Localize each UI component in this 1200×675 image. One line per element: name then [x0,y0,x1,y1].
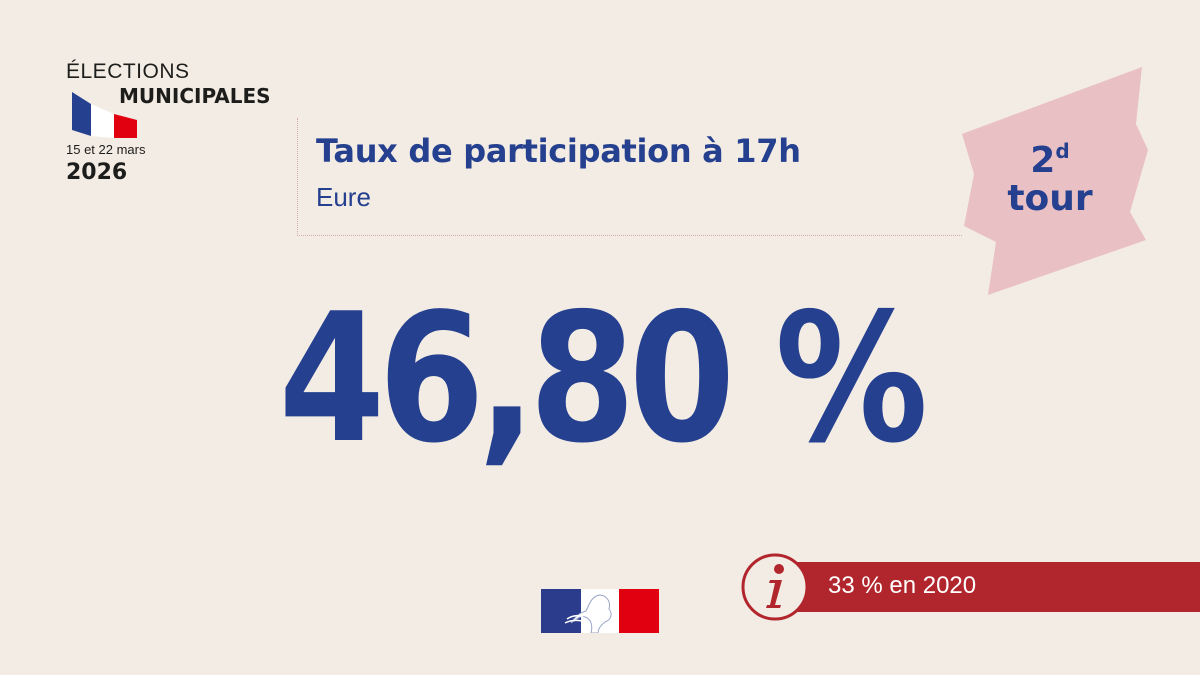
info-banner: 33 % en 2020 [782,562,1200,612]
round-suffix: d [1055,139,1070,164]
round-badge: 2d tour [950,62,1150,297]
logo-dates: 15 et 22 mars [66,142,146,157]
elections-logo: ÉLECTIONS MUNICIPALES 15 et 22 mars 2026 [62,58,292,198]
logo-year: 2026 [66,160,128,185]
french-flag-icon [72,92,137,138]
marianne-logo-icon [541,589,659,633]
title-box: Taux de participation à 17h Eure [297,118,962,236]
participation-rate-value: 46,80 % [278,275,929,482]
logo-elections-text: ÉLECTIONS [66,60,190,83]
department-name: Eure [316,182,371,212]
round-word: tour [1007,178,1093,219]
info-icon [741,553,809,621]
page-title: Taux de participation à 17h [316,132,801,170]
round-label: 2d tour [950,62,1150,297]
round-number: 2d [1030,139,1070,182]
brush-stroke-shape [962,67,1148,295]
logo-municipales-text: MUNICIPALES [119,84,271,108]
info-text: 33 % en 2020 [828,572,977,599]
